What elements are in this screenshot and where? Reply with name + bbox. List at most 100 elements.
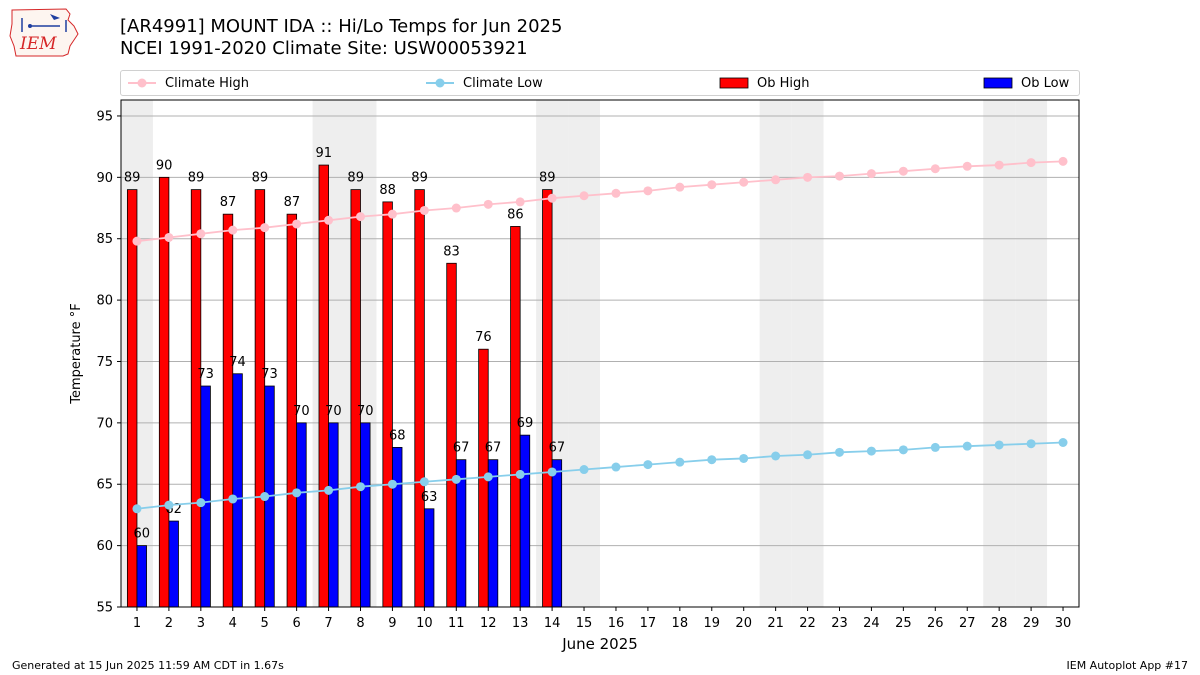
chart-subtitle: NCEI 1991-2020 Climate Site: USW00053921 [120, 38, 528, 59]
bar-label-ob-low-day-14: 67 [549, 441, 566, 456]
point-climate-high-day-3 [196, 229, 206, 239]
bar-label-ob-high-day-1: 89 [124, 171, 141, 186]
bar-ob-low-day-13 [519, 434, 531, 608]
point-climate-low-day-4 [228, 494, 238, 504]
bar-label-ob-low-day-6: 70 [293, 404, 310, 419]
bar-ob-high-day-2 [158, 176, 170, 608]
point-climate-low-day-21 [771, 451, 781, 461]
bar-label-ob-high-day-13: 86 [507, 207, 524, 222]
point-climate-low-day-14 [547, 467, 557, 477]
point-climate-low-day-24 [866, 446, 876, 456]
point-climate-high-day-18 [675, 182, 685, 192]
x-axis-title: June 2025 [561, 635, 638, 653]
weekend-shade-day-1 [121, 100, 153, 607]
point-climate-low-day-16 [611, 462, 621, 472]
bar-ob-low-day-10 [423, 508, 435, 608]
point-climate-low-day-27 [962, 441, 972, 451]
bar-label-ob-low-day-7: 70 [325, 404, 342, 419]
point-climate-high-day-10 [419, 205, 429, 215]
chart-title-block: [AR4991] MOUNT IDA :: Hi/Lo Temps for Ju… [120, 16, 562, 60]
bar-label-ob-high-day-8: 89 [347, 171, 364, 186]
x-tick-label-26: 26 [927, 616, 944, 631]
legend-label-ob-low: Ob Low [1021, 75, 1070, 91]
weekend-shade-day-22 [791, 100, 824, 607]
weekend-shade-day-14 [536, 100, 569, 607]
point-climate-low-day-1 [132, 504, 142, 514]
bar-ob-high-day-10 [414, 189, 425, 608]
y-tick-label-90: 90 [96, 171, 113, 186]
bar-ob-high-day-8 [350, 189, 361, 608]
point-climate-low-day-3 [196, 498, 206, 508]
point-climate-low-day-23 [835, 447, 844, 457]
x-tick-label-15: 15 [576, 616, 593, 631]
point-climate-high-day-12 [483, 199, 493, 209]
x-tick-label-24: 24 [863, 616, 880, 631]
point-climate-high-day-26 [930, 164, 940, 174]
y-tick-label-70: 70 [96, 416, 113, 431]
weekend-shade-day-21 [759, 100, 792, 607]
point-climate-high-day-13 [515, 197, 525, 207]
point-climate-low-day-15 [579, 465, 589, 475]
bar-ob-high-day-3 [190, 189, 202, 608]
x-tick-label-20: 20 [735, 616, 752, 631]
bar-ob-low-day-2 [168, 520, 179, 608]
point-climate-low-day-7 [324, 485, 334, 495]
point-climate-high-day-19 [707, 180, 717, 190]
bar-ob-low-day-4 [232, 373, 243, 608]
bar-ob-low-day-5 [264, 385, 275, 608]
x-tick-label-6: 6 [292, 616, 300, 631]
point-climate-low-day-26 [930, 442, 940, 452]
legend-item-ob-low: Ob Low [983, 71, 1069, 95]
point-climate-low-day-30 [1058, 438, 1068, 448]
point-climate-low-day-18 [675, 457, 685, 467]
x-tick-label-25: 25 [895, 616, 912, 631]
line-climate-low [136, 441, 1064, 510]
bar-label-ob-high-day-10: 89 [411, 171, 428, 186]
y-tick-label-75: 75 [96, 355, 113, 370]
bar-ob-low-day-3 [200, 385, 211, 608]
x-tick-label-1: 1 [133, 616, 141, 631]
chart-title: [AR4991] MOUNT IDA :: Hi/Lo Temps for Ju… [120, 16, 563, 37]
x-tick-label-23: 23 [831, 616, 848, 631]
y-tick-label-65: 65 [96, 478, 113, 493]
point-climate-low-day-29 [1026, 439, 1036, 449]
weekend-shade-day-7 [312, 100, 345, 607]
x-tick-label-5: 5 [261, 616, 269, 631]
point-climate-high-day-15 [579, 191, 589, 201]
app-credit: IEM Autoplot App #17 [1066, 659, 1189, 672]
point-climate-high-day-4 [228, 225, 238, 235]
weekend-shade-day-15 [568, 100, 600, 607]
weekend-shade-day-29 [1015, 100, 1048, 607]
point-climate-high-day-8 [356, 212, 365, 222]
bar-ob-low-day-7 [328, 422, 339, 608]
x-tick-label-16: 16 [608, 616, 625, 631]
bar-label-ob-high-day-4: 87 [220, 195, 237, 210]
point-climate-high-day-6 [292, 219, 302, 229]
point-climate-high-day-16 [611, 188, 621, 198]
point-climate-high-day-17 [643, 186, 653, 196]
weekend-shade-day-8 [344, 100, 377, 607]
bar-ob-low-day-8 [360, 422, 371, 608]
point-climate-low-day-28 [994, 440, 1004, 450]
legend-label-climate-low: Climate Low [463, 75, 543, 91]
x-tick-label-19: 19 [703, 616, 720, 631]
bar-label-ob-high-day-11: 83 [443, 244, 460, 259]
bar-label-ob-low-day-1: 60 [133, 527, 150, 542]
point-climate-high-day-21 [771, 175, 781, 185]
y-axis-title: Temperature °F [69, 303, 84, 404]
bar-label-ob-high-day-14: 89 [539, 171, 556, 186]
x-tick-label-3: 3 [197, 616, 205, 631]
bar-label-ob-low-day-12: 67 [485, 441, 502, 456]
bar-ob-low-day-1 [136, 545, 147, 608]
bar-ob-low-day-12 [487, 459, 499, 608]
bar-ob-low-day-14 [551, 459, 563, 608]
x-tick-label-21: 21 [767, 616, 784, 631]
bar-ob-low-day-9 [392, 447, 403, 608]
x-tick-label-7: 7 [324, 616, 332, 631]
bar-ob-high-day-9 [382, 201, 393, 608]
point-climate-high-day-30 [1058, 156, 1068, 166]
y-tick-label-60: 60 [96, 539, 113, 554]
x-tick-label-9: 9 [388, 616, 396, 631]
x-tick-label-22: 22 [799, 616, 816, 631]
